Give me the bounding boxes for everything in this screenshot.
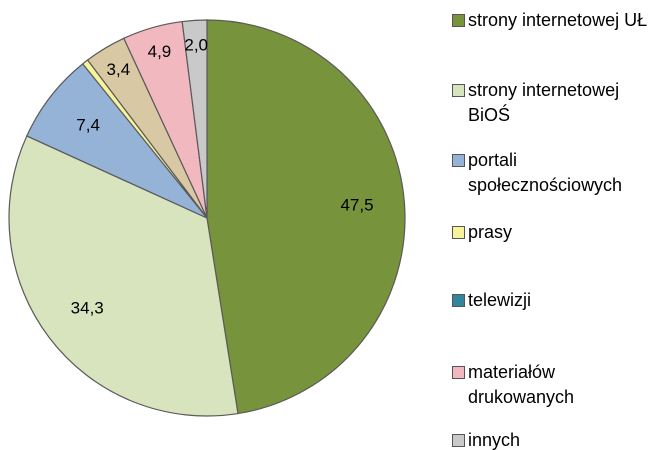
legend-item: strony internetowej BiOŚ [450, 78, 655, 128]
legend-item: materiałów drukowanych [450, 360, 655, 410]
data-label: 4,9 [148, 42, 172, 61]
data-label: 2,0 [184, 36, 208, 55]
legend-swatch [452, 366, 465, 379]
data-label: 34,3 [71, 299, 104, 318]
pie: 47,5 34,3 7,4 3,4 4,9 2,0 [8, 19, 406, 417]
legend-swatch [452, 294, 465, 307]
legend-label: strony internetowej BiOŚ [468, 80, 620, 125]
data-label: 7,4 [76, 115, 100, 134]
legend-label: strony internetowej UŁ [468, 10, 648, 30]
legend-item: innych [450, 428, 655, 450]
legend-label: portali społecznościowych [468, 150, 623, 195]
legend-swatch [452, 226, 465, 239]
data-label: 3,4 [107, 60, 131, 79]
legend-label: materiałów drukowanych [468, 362, 575, 407]
pie-slice [181, 19, 208, 219]
legend-item: prasy [450, 220, 655, 245]
legend-item: portali społecznościowych [450, 148, 655, 198]
pie-slice [206, 19, 406, 415]
legend-label: innych [468, 430, 521, 450]
legend-label: prasy [468, 222, 513, 242]
legend-item: strony internetowej UŁ [450, 8, 655, 33]
legend-item: telewizji [450, 288, 655, 313]
data-label: 47,5 [340, 196, 373, 215]
legend-label: telewizji [468, 290, 532, 310]
legend-swatch [452, 14, 465, 27]
legend-swatch [452, 434, 465, 447]
legend-swatch [452, 84, 465, 97]
pie-slice [8, 135, 239, 417]
legend-swatch [452, 154, 465, 167]
